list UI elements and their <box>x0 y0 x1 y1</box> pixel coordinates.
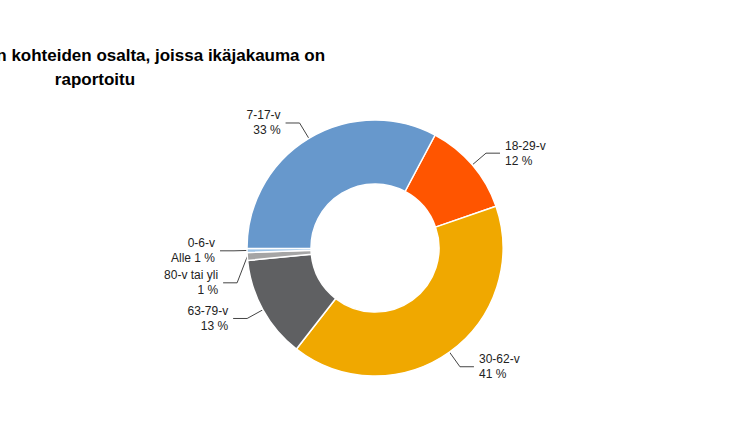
svg-text:Ikäjakauma niiden kohteiden os: Ikäjakauma niiden kohteiden osalta, jois… <box>0 46 330 65</box>
svg-text:1 %: 1 % <box>197 283 218 297</box>
svg-text:33 %: 33 % <box>253 123 281 137</box>
svg-text:41 %: 41 % <box>479 367 507 381</box>
svg-text:0-6-v: 0-6-v <box>188 236 215 250</box>
svg-text:12 %: 12 % <box>505 154 533 168</box>
svg-text:Alle 1 %: Alle 1 % <box>171 251 215 265</box>
svg-text:63-79-v: 63-79-v <box>187 304 228 318</box>
svg-text:30-62-v: 30-62-v <box>479 352 520 366</box>
svg-text:18-29-v: 18-29-v <box>505 139 546 153</box>
svg-text:80-v tai yli: 80-v tai yli <box>164 268 218 282</box>
svg-text:13 %: 13 % <box>201 319 229 333</box>
svg-text:raportoitu: raportoitu <box>55 70 135 89</box>
svg-text:7-17-v: 7-17-v <box>247 108 281 122</box>
